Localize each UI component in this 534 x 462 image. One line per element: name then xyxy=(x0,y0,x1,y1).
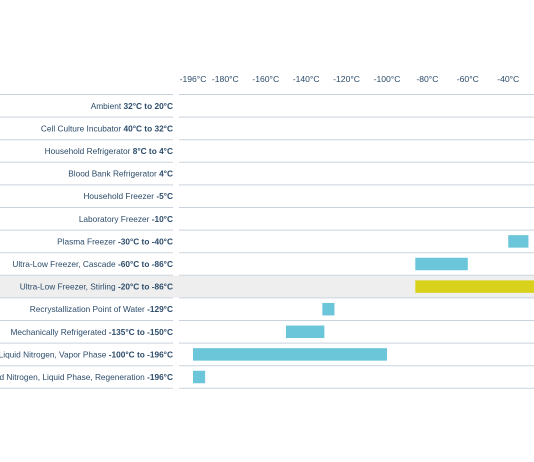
row-range-label: -20°C to -86°C xyxy=(118,282,173,292)
row-label: Cell Culture Incubator 40°C to 32°C xyxy=(41,123,173,133)
row-range-label: -135°C to -150°C xyxy=(109,327,173,337)
row-name: Household Refrigerator xyxy=(45,146,133,156)
row-range-label: -129°C xyxy=(147,304,173,314)
range-bar xyxy=(415,257,468,271)
row-range-label: 4°C xyxy=(159,169,173,179)
row-label: Liquid Nitrogen, Vapor Phase -100°C to -… xyxy=(0,349,173,359)
x-tick-label: -60°C xyxy=(457,74,479,84)
x-tick-label: -180°C xyxy=(212,74,239,84)
row-label: Laboratory Freezer -10°C xyxy=(79,214,173,224)
row-label: Household Freezer -5°C xyxy=(83,191,173,201)
x-tick-label: -120°C xyxy=(333,74,360,84)
row-name: Blood Bank Refrigerator xyxy=(68,169,159,179)
x-tick-label: -80°C xyxy=(416,74,438,84)
row-label: Ultra-Low Freezer, Cascade -60°C to -86°… xyxy=(12,259,173,269)
row-range-label: 40°C to 32°C xyxy=(123,123,173,133)
row-name: Ultra-Low Freezer, Stirling xyxy=(20,282,118,292)
row-name: Laboratory Freezer xyxy=(79,214,152,224)
row-label: Recrystallization Point of Water -129°C xyxy=(30,304,173,314)
row-name: Ultra-Low Freezer, Cascade xyxy=(12,259,118,269)
row-name: Liquid Nitrogen, Vapor Phase xyxy=(0,349,109,359)
row-name: Household Freezer xyxy=(83,191,156,201)
row-range-label: -196°C xyxy=(147,372,173,382)
x-tick-label: -40°C xyxy=(497,74,519,84)
range-bar xyxy=(508,235,529,248)
row-name: Liquid Nitrogen, Liquid Phase, Regenerat… xyxy=(0,372,147,382)
x-tick-label: -196°C xyxy=(180,74,207,84)
x-tick-label: -140°C xyxy=(293,74,320,84)
row-label: Plasma Freezer -30°C to -40°C xyxy=(57,236,173,246)
highlighted-row-background xyxy=(0,275,534,298)
row-range-label: -60°C to -86°C xyxy=(118,259,173,269)
row-label: Blood Bank Refrigerator 4°C xyxy=(68,169,173,179)
row-range-label: -30°C to -40°C xyxy=(118,236,173,246)
range-bar xyxy=(193,348,387,361)
row-separator-layer xyxy=(0,94,534,389)
range-bar xyxy=(193,370,206,384)
row-range-label: 8°C to 4°C xyxy=(133,146,173,156)
highlighted-range-bar xyxy=(415,280,534,293)
row-range-label: -5°C xyxy=(156,191,173,201)
x-tick-label: -160°C xyxy=(252,74,279,84)
range-bar xyxy=(322,302,335,316)
row-label: Ultra-Low Freezer, Stirling -20°C to -86… xyxy=(20,282,173,292)
bar-layer xyxy=(193,235,534,384)
x-tick-label: -100°C xyxy=(374,74,401,84)
row-label: Mechanically Refrigerated -135°C to -150… xyxy=(10,327,173,337)
range-bar xyxy=(285,325,325,339)
row-name: Recrystallization Point of Water xyxy=(30,304,147,314)
row-name: Mechanically Refrigerated xyxy=(10,327,108,337)
row-label: Liquid Nitrogen, Liquid Phase, Regenerat… xyxy=(0,372,173,382)
row-label: Ambient 32°C to 20°C xyxy=(91,101,173,111)
row-range-label: 32°C to 20°C xyxy=(123,101,173,111)
row-label: Household Refrigerator 8°C to 4°C xyxy=(45,146,173,156)
row-background-layer xyxy=(0,275,534,298)
x-axis: -196°C -180°C -160°C -140°C -120°C -100°C -80°… xyxy=(180,74,520,84)
row-name: Plasma Freezer xyxy=(57,236,118,246)
row-range-label: -100°C to -196°C xyxy=(109,349,173,359)
row-label-layer: Ambient 32°C to 20°C Cell Culture Incubat… xyxy=(0,101,173,382)
row-name: Cell Culture Incubator xyxy=(41,123,124,133)
row-range-label: -10°C xyxy=(152,214,173,224)
row-name: Ambient xyxy=(91,101,124,111)
